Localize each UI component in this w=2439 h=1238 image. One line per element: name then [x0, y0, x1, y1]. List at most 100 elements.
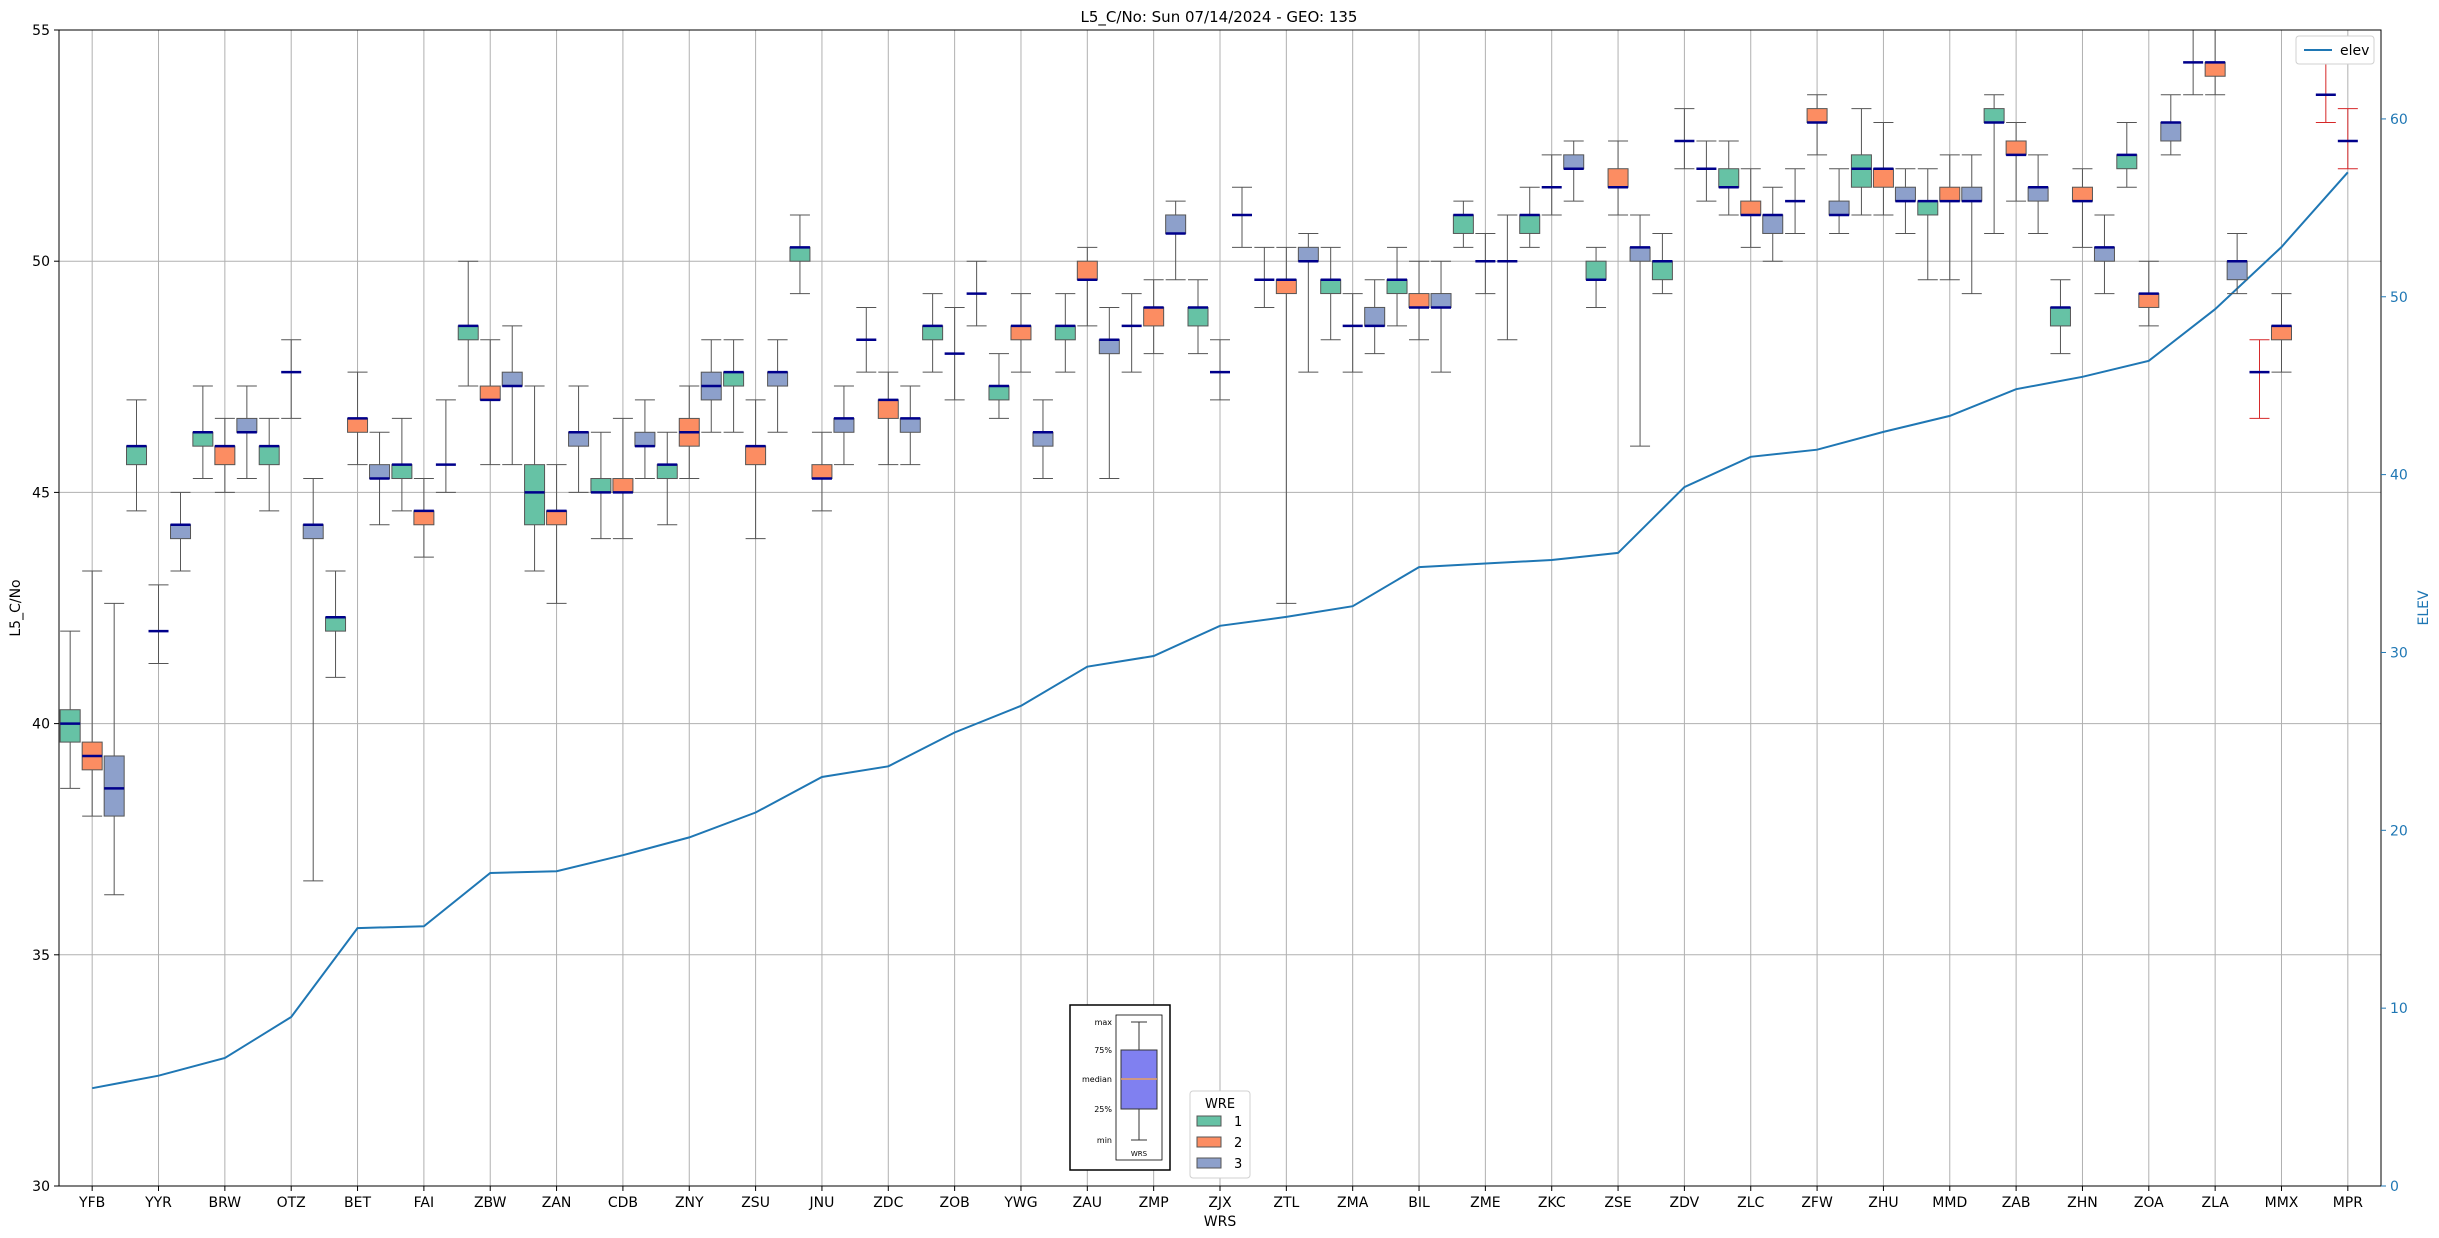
- box-YYR-wre3: [170, 491, 192, 572]
- box-JNU-wre1: [789, 214, 811, 295]
- box-ZAU-wre3: [1098, 306, 1120, 480]
- x-tick-label: ZME: [1470, 1195, 1501, 1211]
- box-BET-wre3: [369, 431, 391, 526]
- box-body: [2093, 246, 2115, 262]
- box-ZTL-wre2: [1275, 246, 1297, 604]
- x-tick-label: ZHU: [1868, 1195, 1898, 1211]
- y-tick-label: 55: [32, 23, 50, 39]
- box-ZAU-wre2: [1076, 246, 1098, 327]
- box-ZKC-wre2: [1541, 154, 1562, 216]
- box-body: [2027, 186, 2049, 202]
- box-CDB-wre1: [590, 431, 612, 540]
- box-body: [568, 431, 590, 447]
- box-body: [347, 417, 369, 433]
- x-tick-label: ZDV: [1670, 1195, 1700, 1211]
- box-key: max 75% median 25% min WRS: [1069, 1004, 1171, 1171]
- box-YWG-wre2: [1010, 293, 1032, 373]
- y2-tick-label: 60: [2390, 112, 2408, 128]
- key-label-q1: 25%: [1094, 1105, 1112, 1114]
- box-body: [1076, 260, 1098, 281]
- y-tick-label: 45: [32, 485, 50, 501]
- box-ZLC-wre2: [1740, 168, 1762, 248]
- box-ZDV-wre3: [1696, 140, 1717, 202]
- box-body: [258, 445, 280, 466]
- elev-line: [92, 171, 2349, 1090]
- box-body: [1806, 108, 1828, 123]
- box-MMX-wre2: [2270, 293, 2292, 373]
- box-body: [1452, 214, 1474, 234]
- box-ZTL-wre3: [1297, 232, 1319, 373]
- x-tick-label: ZAU: [1073, 1195, 1102, 1211]
- box-YWG-wre1: [988, 353, 1010, 419]
- box-YFB-wre2: [81, 570, 103, 817]
- box-ZOB-wre2: [944, 306, 965, 401]
- box-body: [1607, 168, 1629, 188]
- wre-legend-swatch-2: [1196, 1136, 1222, 1148]
- key-label-max: max: [1095, 1018, 1113, 1027]
- box-ZLA-wre2: [2204, 29, 2226, 96]
- box-CDB-wre3: [634, 399, 656, 480]
- box-body: [1872, 168, 1894, 188]
- chart-title: L5_C/No: Sun 07/14/2024 - GEO: 135: [1081, 8, 1358, 27]
- box-ZHU-wre1: [1850, 108, 1872, 216]
- box-body: [811, 464, 833, 480]
- box-BRW-wre1: [192, 385, 214, 480]
- x-tick-label: OTZ: [277, 1195, 306, 1211]
- box-MMD-wre3: [1961, 154, 1983, 295]
- x-tick-label: ZMP: [1139, 1195, 1169, 1211]
- x-axis-label: WRS: [1204, 1214, 1237, 1230]
- x-tick-label: MMD: [1932, 1195, 1967, 1211]
- box-ZME-wre1: [1452, 200, 1474, 248]
- box-body: [1297, 246, 1319, 262]
- box-body: [590, 478, 612, 493]
- box-ZDC-wre1: [856, 306, 877, 373]
- box-body: [1187, 306, 1209, 327]
- box-body: [1519, 214, 1541, 234]
- box-body: [745, 445, 767, 466]
- box-ZMP-wre1: [1121, 293, 1142, 373]
- x-tick-label: YYR: [144, 1195, 172, 1211]
- box-BIL-wre3: [1430, 260, 1452, 373]
- box-YWG-wre3: [1032, 399, 1054, 480]
- box-BET-wre2: [347, 371, 369, 466]
- box-body: [192, 431, 214, 447]
- box-body: [877, 399, 899, 419]
- x-tick-label: JNU: [809, 1195, 835, 1211]
- box-ZOB-wre1: [922, 293, 944, 373]
- box-JNU-wre2: [811, 431, 833, 512]
- box-body: [413, 510, 435, 526]
- box-body: [1850, 154, 1872, 188]
- box-ZKC-wre3: [1563, 140, 1585, 202]
- y-tick-label: 50: [32, 254, 50, 270]
- box-body: [1032, 431, 1054, 447]
- box-ZAB-wre2: [2005, 121, 2027, 202]
- x-tick-label: ZOB: [940, 1195, 970, 1211]
- box-body: [1894, 186, 1916, 202]
- box-YYR-wre1: [126, 399, 148, 512]
- box-ZOA-wre2: [2138, 260, 2160, 327]
- box-ZMP-wre2: [1143, 279, 1165, 355]
- box-body: [767, 371, 789, 387]
- box-body: [479, 385, 501, 401]
- box-ZAN-wre3: [568, 385, 590, 493]
- box-MPR-wre1: [2315, 61, 2336, 123]
- box-body: [1762, 214, 1784, 234]
- box-FAI-wre2: [413, 478, 435, 558]
- box-body: [1054, 325, 1076, 341]
- x-tick-label: ZHN: [2067, 1195, 2098, 1211]
- box-ZHU-wre3: [1894, 168, 1916, 234]
- box-ZME-wre2: [1475, 232, 1496, 295]
- y-tick-label: 40: [32, 717, 50, 733]
- y-tick-label: 35: [32, 948, 50, 964]
- box-body: [2005, 140, 2027, 156]
- box-body: [1010, 325, 1032, 341]
- x-tick-label: ZLC: [1737, 1195, 1764, 1211]
- line-legend: elev: [2295, 35, 2375, 65]
- box-body: [457, 325, 479, 341]
- box-ZOA-wre1: [2116, 121, 2138, 188]
- line-legend-frame: [2295, 35, 2375, 65]
- box-YYR-wre2: [148, 584, 169, 664]
- y2-tick-label: 30: [2390, 645, 2408, 661]
- elev-legend-label: elev: [2340, 43, 2369, 59]
- box-body: [1386, 279, 1408, 295]
